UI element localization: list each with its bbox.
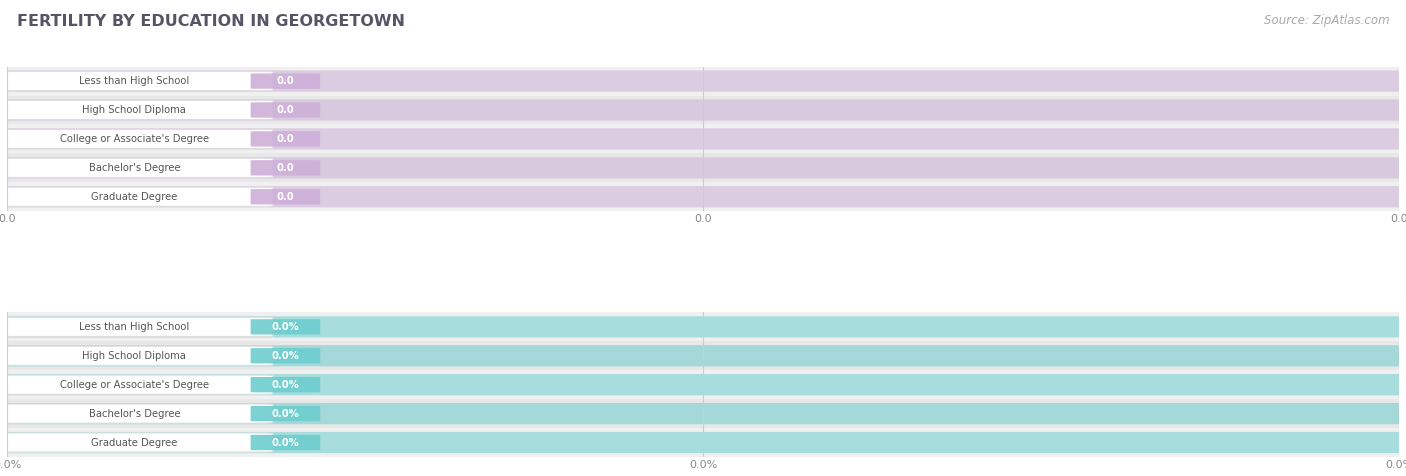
Bar (7, 312, 1399, 341)
Text: 0.0: 0.0 (277, 192, 294, 202)
Text: College or Associate's Degree: College or Associate's Degree (60, 134, 209, 144)
Bar (7, 399, 1399, 428)
Text: FERTILITY BY EDUCATION IN GEORGETOWN: FERTILITY BY EDUCATION IN GEORGETOWN (17, 14, 405, 30)
FancyBboxPatch shape (0, 316, 1406, 337)
Text: High School Diploma: High School Diploma (83, 105, 187, 115)
FancyBboxPatch shape (0, 100, 273, 119)
FancyBboxPatch shape (250, 348, 321, 364)
FancyBboxPatch shape (0, 433, 273, 452)
FancyBboxPatch shape (250, 435, 321, 450)
Text: Bachelor's Degree: Bachelor's Degree (89, 408, 180, 418)
FancyBboxPatch shape (0, 186, 1406, 208)
Bar (7, 153, 1399, 182)
Text: Less than High School: Less than High School (79, 76, 190, 86)
FancyBboxPatch shape (0, 345, 1406, 367)
Text: 0.0%: 0.0% (271, 437, 299, 447)
Text: Graduate Degree: Graduate Degree (91, 437, 177, 447)
FancyBboxPatch shape (250, 377, 321, 392)
FancyBboxPatch shape (0, 157, 1406, 178)
Bar (7, 124, 1399, 153)
Text: 0.0: 0.0 (277, 134, 294, 144)
Text: 0.0%: 0.0% (271, 351, 299, 361)
Text: 0.0%: 0.0% (271, 322, 299, 332)
Text: Bachelor's Degree: Bachelor's Degree (89, 163, 180, 173)
Bar (7, 182, 1399, 211)
FancyBboxPatch shape (0, 374, 1406, 396)
FancyBboxPatch shape (0, 187, 273, 206)
Text: 0.0%: 0.0% (271, 380, 299, 390)
Text: High School Diploma: High School Diploma (83, 351, 187, 361)
FancyBboxPatch shape (250, 160, 321, 176)
Text: 0.0: 0.0 (277, 105, 294, 115)
Text: Source: ZipAtlas.com: Source: ZipAtlas.com (1264, 14, 1389, 27)
FancyBboxPatch shape (250, 131, 321, 147)
FancyBboxPatch shape (250, 319, 321, 335)
Bar (7, 341, 1399, 370)
Text: 0.0%: 0.0% (271, 408, 299, 418)
FancyBboxPatch shape (0, 71, 273, 91)
Text: 0.0: 0.0 (277, 163, 294, 173)
Text: College or Associate's Degree: College or Associate's Degree (60, 380, 209, 390)
Bar (7, 67, 1399, 96)
FancyBboxPatch shape (0, 404, 273, 423)
FancyBboxPatch shape (0, 375, 273, 394)
Bar (7, 370, 1399, 399)
FancyBboxPatch shape (0, 99, 1406, 120)
FancyBboxPatch shape (0, 128, 1406, 149)
FancyBboxPatch shape (250, 406, 321, 421)
FancyBboxPatch shape (250, 189, 321, 204)
FancyBboxPatch shape (0, 70, 1406, 92)
FancyBboxPatch shape (0, 432, 1406, 453)
FancyBboxPatch shape (250, 73, 321, 89)
FancyBboxPatch shape (0, 158, 273, 178)
Text: Less than High School: Less than High School (79, 322, 190, 332)
FancyBboxPatch shape (0, 129, 273, 149)
Bar (7, 96, 1399, 124)
FancyBboxPatch shape (250, 102, 321, 118)
Text: 0.0: 0.0 (277, 76, 294, 86)
FancyBboxPatch shape (0, 317, 273, 337)
Bar (7, 428, 1399, 457)
FancyBboxPatch shape (0, 346, 273, 366)
FancyBboxPatch shape (0, 403, 1406, 424)
Text: Graduate Degree: Graduate Degree (91, 192, 177, 202)
